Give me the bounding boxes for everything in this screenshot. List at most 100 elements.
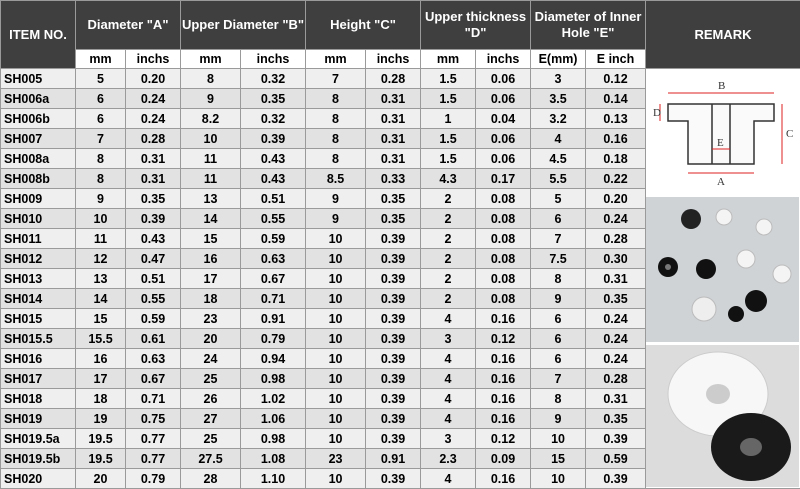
value-cell: 1.10 xyxy=(241,469,306,489)
diagram-label: D xyxy=(653,107,661,119)
value-cell: 0.28 xyxy=(366,69,421,89)
value-cell: 0.28 xyxy=(586,229,646,249)
value-cell: 10 xyxy=(306,229,366,249)
header-cell: ITEM NO. xyxy=(1,1,76,69)
header-cell: REMARK xyxy=(646,1,800,69)
value-cell: 10 xyxy=(181,129,241,149)
value-cell: 0.39 xyxy=(366,349,421,369)
header-cell: Upper thickness "D" xyxy=(421,1,531,50)
value-cell: 0.31 xyxy=(366,129,421,149)
value-cell: 19 xyxy=(76,409,126,429)
value-cell: 19.5 xyxy=(76,449,126,469)
value-cell: 23 xyxy=(181,309,241,329)
item-cell: SH010 xyxy=(1,209,76,229)
header-row: ITEM NO.Diameter "A"Upper Diameter "B"He… xyxy=(1,1,800,50)
header-cell: Diameter "A" xyxy=(76,1,181,50)
value-cell: 0.39 xyxy=(366,269,421,289)
item-cell: SH005 xyxy=(1,69,76,89)
value-cell: 13 xyxy=(76,269,126,289)
value-cell: 15 xyxy=(181,229,241,249)
value-cell: 4 xyxy=(421,409,476,429)
value-cell: 0.39 xyxy=(586,429,646,449)
value-cell: 9 xyxy=(306,189,366,209)
unit-cell: inchs xyxy=(366,50,421,69)
value-cell: 0.71 xyxy=(126,389,181,409)
item-cell: SH015 xyxy=(1,309,76,329)
value-cell: 0.35 xyxy=(366,189,421,209)
item-cell: SH019.5b xyxy=(1,449,76,469)
value-cell: 0.08 xyxy=(476,229,531,249)
value-cell: 16 xyxy=(181,249,241,269)
value-cell: 1.02 xyxy=(241,389,306,409)
value-cell: 25 xyxy=(181,429,241,449)
remark-cell: D B C E A xyxy=(646,69,800,489)
item-cell: SH007 xyxy=(1,129,76,149)
unit-cell: E(mm) xyxy=(531,50,586,69)
value-cell: 0.77 xyxy=(126,449,181,469)
unit-cell: inchs xyxy=(126,50,181,69)
value-cell: 0.39 xyxy=(366,369,421,389)
value-cell: 15.5 xyxy=(76,329,126,349)
value-cell: 8 xyxy=(181,69,241,89)
value-cell: 0.22 xyxy=(586,169,646,189)
value-cell: 4 xyxy=(421,389,476,409)
value-cell: 0.28 xyxy=(586,369,646,389)
item-cell: SH017 xyxy=(1,369,76,389)
value-cell: 11 xyxy=(181,149,241,169)
value-cell: 0.39 xyxy=(586,469,646,489)
value-cell: 0.67 xyxy=(126,369,181,389)
value-cell: 8.2 xyxy=(181,109,241,129)
value-cell: 17 xyxy=(181,269,241,289)
value-cell: 2 xyxy=(421,269,476,289)
value-cell: 0.08 xyxy=(476,209,531,229)
unit-cell: mm xyxy=(421,50,476,69)
value-cell: 0.31 xyxy=(586,389,646,409)
value-cell: 0.47 xyxy=(126,249,181,269)
value-cell: 8 xyxy=(306,129,366,149)
item-cell: SH009 xyxy=(1,189,76,209)
value-cell: 1.5 xyxy=(421,69,476,89)
remark-images: D B C E A xyxy=(646,69,799,487)
value-cell: 0.14 xyxy=(586,89,646,109)
value-cell: 0.30 xyxy=(586,249,646,269)
item-cell: SH008a xyxy=(1,149,76,169)
value-cell: 9 xyxy=(531,289,586,309)
value-cell: 0.31 xyxy=(586,269,646,289)
unit-cell: inchs xyxy=(241,50,306,69)
item-cell: SH014 xyxy=(1,289,76,309)
value-cell: 6 xyxy=(76,109,126,129)
value-cell: 0.43 xyxy=(126,229,181,249)
value-cell: 0.31 xyxy=(366,149,421,169)
value-cell: 0.20 xyxy=(586,189,646,209)
value-cell: 0.39 xyxy=(366,249,421,269)
header-cell: Upper Diameter "B" xyxy=(181,1,306,50)
value-cell: 0.16 xyxy=(586,129,646,149)
value-cell: 0.12 xyxy=(586,69,646,89)
value-cell: 19.5 xyxy=(76,429,126,449)
value-cell: 2 xyxy=(421,209,476,229)
value-cell: 8 xyxy=(306,109,366,129)
value-cell: 3 xyxy=(421,429,476,449)
value-cell: 0.35 xyxy=(126,189,181,209)
value-cell: 0.04 xyxy=(476,109,531,129)
value-cell: 0.31 xyxy=(126,149,181,169)
value-cell: 0.67 xyxy=(241,269,306,289)
value-cell: 2 xyxy=(421,249,476,269)
value-cell: 6 xyxy=(76,89,126,109)
value-cell: 3.2 xyxy=(531,109,586,129)
value-cell: 0.39 xyxy=(366,289,421,309)
value-cell: 0.31 xyxy=(366,109,421,129)
value-cell: 10 xyxy=(306,389,366,409)
value-cell: 1 xyxy=(421,109,476,129)
value-cell: 0.28 xyxy=(126,129,181,149)
value-cell: 0.35 xyxy=(241,89,306,109)
value-cell: 10 xyxy=(306,329,366,349)
value-cell: 0.06 xyxy=(476,149,531,169)
header-cell: Height "C" xyxy=(306,1,421,50)
value-cell: 0.43 xyxy=(241,169,306,189)
value-cell: 5 xyxy=(76,69,126,89)
value-cell: 8 xyxy=(306,149,366,169)
value-cell: 0.08 xyxy=(476,189,531,209)
value-cell: 0.59 xyxy=(586,449,646,469)
value-cell: 10 xyxy=(306,409,366,429)
